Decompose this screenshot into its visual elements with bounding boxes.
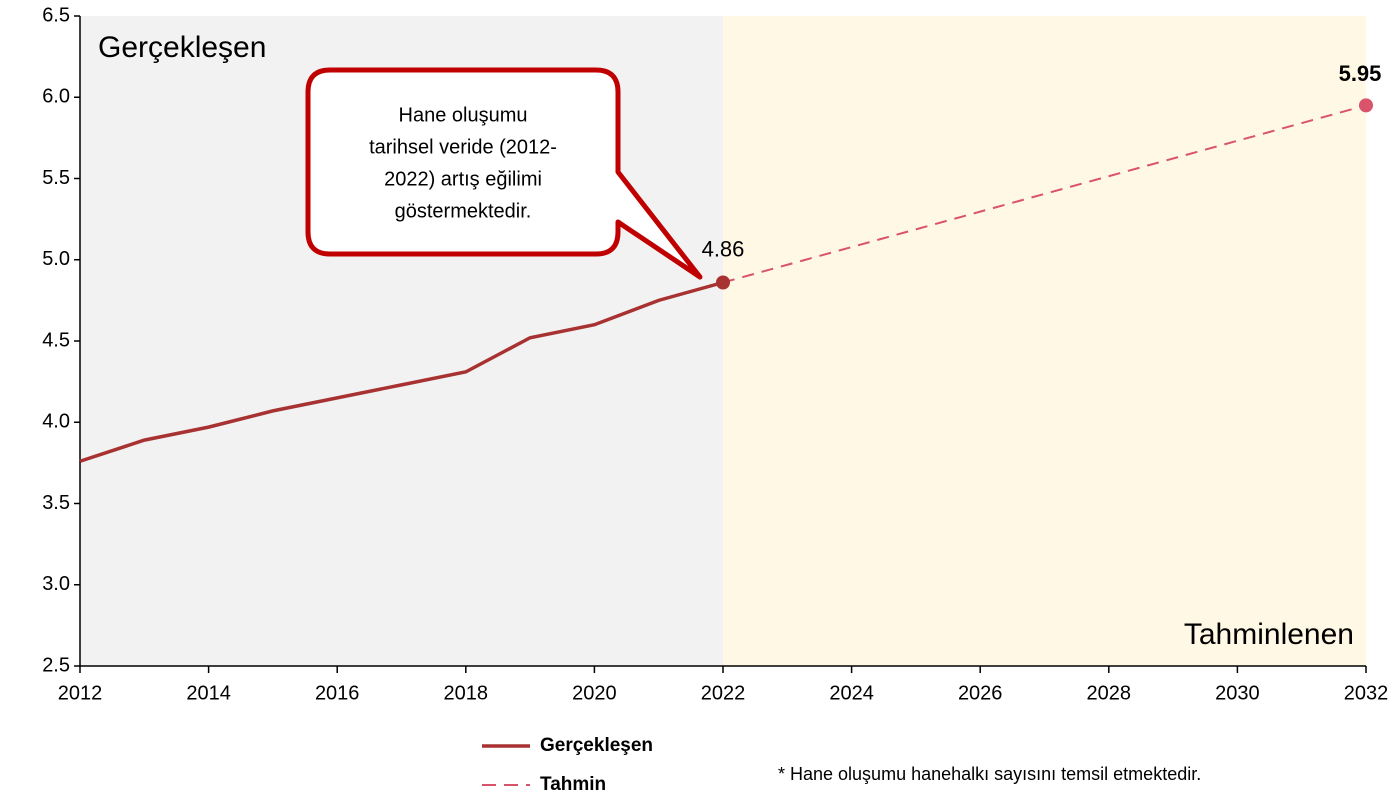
callout-box [305, 67, 703, 280]
y-tick-label: 4.5 [42, 329, 70, 351]
y-tick-label: 6.0 [42, 86, 70, 108]
x-tick-label: 2024 [829, 682, 874, 704]
footnote: * Hane oluşumu hanehalkı sayısını temsil… [778, 764, 1201, 784]
x-tick-label: 2032 [1344, 682, 1389, 704]
x-tick-label: 2028 [1087, 682, 1132, 704]
region-label: Gerçekleşen [98, 31, 266, 64]
x-tick-label: 2030 [1215, 682, 1260, 704]
x-tick-label: 2022 [701, 682, 746, 704]
x-tick-label: 2026 [958, 682, 1003, 704]
data-label: 5.95 [1339, 61, 1382, 86]
y-tick-label: 5.0 [42, 248, 70, 270]
y-tick-label: 4.0 [42, 411, 70, 433]
callout-text: göstermektedir. [395, 200, 532, 222]
region [723, 16, 1366, 666]
y-tick-label: 6.5 [42, 4, 70, 26]
x-tick-label: 2016 [315, 682, 360, 704]
x-tick-label: 2018 [444, 682, 489, 704]
legend-label: Tahmin [540, 774, 606, 795]
point [1359, 98, 1373, 113]
x-tick-label: 2014 [186, 682, 231, 704]
y-tick-label: 5.5 [42, 167, 70, 189]
point [716, 275, 730, 290]
series-line [79, 280, 724, 463]
x-tick-label: 2012 [58, 682, 103, 704]
y-tick-label: 2.5 [42, 654, 70, 676]
callout-text: tarihsel veride (2012- [369, 136, 557, 158]
y-tick-label: 3.0 [42, 573, 70, 595]
callout-text: Hane oluşumu [399, 104, 528, 126]
series-line [722, 104, 1367, 284]
y-tick-label: 3.5 [42, 492, 70, 514]
callout-text: 2022) artış eğilimi [384, 168, 542, 190]
region-label: Tahminlenen [1184, 618, 1354, 651]
data-label: 4.86 [702, 236, 745, 261]
x-tick-label: 2020 [572, 682, 617, 704]
legend-label: Gerçekleşen [540, 735, 653, 756]
